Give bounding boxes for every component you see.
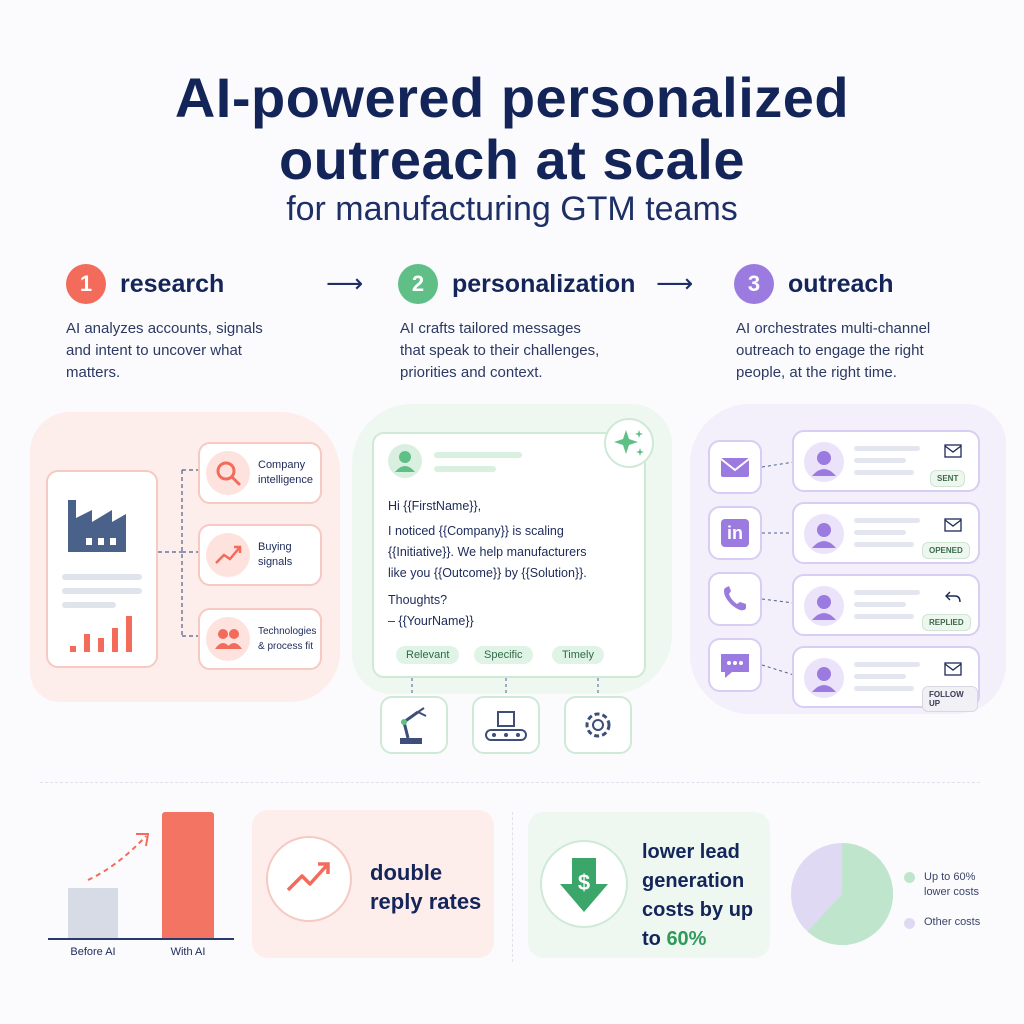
status-badge: SENT [930,470,966,487]
bar-before-ai [68,888,118,938]
legend-other-costs: Other costs [924,916,981,928]
outreach-connectors [762,461,794,676]
envelope-icon [944,444,962,458]
legend-lower-costs: Up to 60% lower costs [924,871,980,898]
research-item-company-intelligence: Company intelligence [198,442,322,504]
outreach-card-replied: REPLIED [792,574,980,636]
bar-baseline [48,938,234,940]
growth-arrow-icon [87,833,150,881]
envelope-icon [944,662,962,676]
outreach-card-opened: OPENED [792,502,980,564]
legend-swatch-lower-costs [904,872,915,883]
vertical-divider [512,812,513,962]
research-item-technologies: Technologies & process fit [198,608,322,670]
cost-pie-chart [791,842,894,945]
section-divider [40,782,980,783]
arrow-icon: ⟶ [656,268,694,298]
step-3-desc: AI orchestrates multi-channel outreach to… [736,320,931,381]
step-2-number: 2 [398,264,438,304]
tag-specific: Specific [474,646,533,664]
manufacturing-connectors [411,678,599,696]
research-connectors [158,469,200,637]
step-1-number: 1 [66,264,106,304]
step-1-header: 1 research [66,264,224,304]
email-card [372,432,646,678]
robot-arm-icon [380,696,448,754]
company-card [46,470,158,668]
people-icon [206,617,250,661]
trend-up-icon [206,533,250,577]
avatar [804,514,844,554]
linkedin-icon: in [708,506,762,560]
page-subtitle: for manufacturing GTM teams [286,190,738,228]
reply-icon [945,591,961,603]
trend-up-icon [266,836,352,922]
bar-with-ai [162,812,214,938]
step-3-header: 3 outreach [734,264,894,304]
conveyor-icon [472,696,540,754]
gear-icon [564,696,632,754]
step-2-desc: AI crafts tailored messages that speak to… [400,320,600,381]
dollar-down-icon: $ [540,840,628,928]
name-placeholder-bar [434,452,522,458]
factory-icon [62,500,142,652]
avatar [804,442,844,482]
mail-icon [708,440,762,494]
outreach-card-sent: SENT [792,430,980,492]
email-body: Hi {{FirstName}}, I noticed {{Company}} … [388,499,587,628]
avatar [388,444,422,478]
research-item-buying-signals: Buying signals [198,524,322,586]
pie-slice-lower-costs [807,842,894,945]
step-2-title: personalization [452,269,636,298]
avatar [804,586,844,626]
envelope-icon [944,518,962,532]
step-3-title: outreach [788,269,894,298]
phone-icon [708,572,762,626]
tag-timely: Timely [552,646,604,664]
magnifier-icon [206,451,250,495]
sparkle-icon [604,418,654,468]
tag-relevant: Relevant [396,646,460,664]
status-badge: FOLLOW UP [922,686,978,712]
outreach-card-follow-up: FOLLOW UP [792,646,980,712]
chat-icon [708,638,762,692]
page-title-line2: outreach at scale [278,128,746,191]
double-reply-text: double reply rates [370,860,482,914]
status-badge: OPENED [922,542,970,559]
arrow-icon: ⟶ [326,268,364,298]
legend-swatch-other-costs [904,918,915,929]
step-1-desc: AI analyzes accounts, signals and intent … [66,320,263,381]
status-badge: REPLIED [922,614,971,631]
step-2-header: 2 personalization [398,264,635,304]
step-3-number: 3 [734,264,774,304]
name-placeholder-bar [434,466,496,472]
avatar [804,658,844,698]
page-title-line1: AI-powered personalized [174,66,850,129]
lower-cost-text: lower lead generation costs by up to 60% [642,841,754,950]
bar-after-label: With AI [170,946,206,958]
step-1-title: research [120,269,225,298]
bar-before-label: Before AI [70,946,116,958]
